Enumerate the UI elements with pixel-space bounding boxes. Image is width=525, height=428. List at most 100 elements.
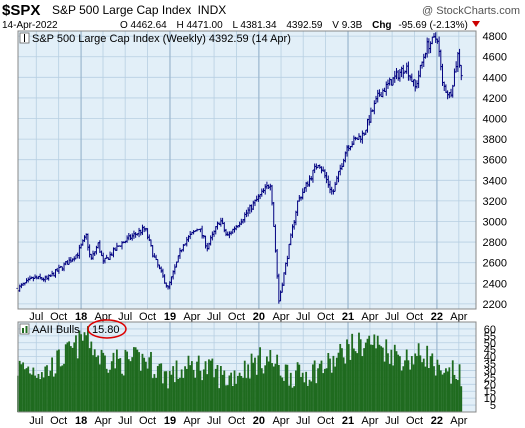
indicator-bar [342, 357, 345, 412]
price-x-tick-label: Oct [228, 311, 245, 323]
indicator-bar [76, 358, 79, 412]
price-y-tick-label: 2600 [483, 258, 507, 270]
indicator-bar [288, 385, 290, 412]
indicator-bar [151, 378, 154, 412]
indicator-bar [308, 379, 311, 412]
indicator-bar [172, 366, 175, 412]
price-x-tick-label: 21 [342, 311, 354, 323]
price-y-tick-label: 2400 [483, 278, 507, 290]
indicator-bar [153, 374, 156, 412]
indicator-bar [387, 353, 389, 412]
indicator-bar [451, 360, 454, 412]
indicator-bar [426, 345, 429, 412]
price-y-tick-label: 4200 [483, 93, 507, 105]
indicator-bar [88, 348, 91, 412]
indicator-bar [289, 372, 292, 412]
indicator-bar [158, 363, 161, 412]
indicator-bar [167, 388, 169, 412]
indicator-bar [184, 366, 186, 412]
indicator-bar [235, 383, 238, 412]
indicator-bar [49, 370, 52, 412]
indicator-bar [271, 363, 273, 412]
indicator-bar [59, 366, 62, 412]
price-x-axis: Jul Oct 18 Apr Jul Oct 19 Apr Jul Oct 20 Apr Jul Oct 2… [29, 311, 467, 323]
price-y-tick-label: 3200 [483, 196, 507, 208]
indicator-bar [30, 374, 33, 412]
indicator-bar [52, 376, 55, 412]
price-y-tick-label: 3800 [483, 134, 507, 146]
quote-volume: V 9.3B [332, 20, 362, 31]
indicator-bar [438, 364, 441, 412]
indicator-bar [216, 365, 219, 412]
indicator-bar [133, 347, 135, 412]
indicator-bar [110, 361, 113, 412]
indicator-y-tick-label: 50 [484, 338, 496, 350]
indicator-bar [366, 338, 369, 412]
indicator-bar [260, 368, 263, 412]
indicator-bar [301, 372, 304, 412]
indicator-bar [344, 363, 347, 412]
indicator-bar [196, 361, 198, 412]
indicator-bar [73, 342, 76, 412]
price-x-tick-label: Oct [317, 311, 334, 323]
indicator-bar [122, 375, 125, 412]
indicator-bar [150, 351, 152, 412]
quote-open: O 4462.64 [120, 20, 167, 31]
indicator-y-tick-label: 55 [484, 331, 496, 343]
indicator-bar [242, 377, 244, 412]
indicator-bar [162, 383, 164, 412]
indicator-bar [439, 370, 442, 412]
indicator-bar [185, 368, 188, 412]
indicator-bar [460, 386, 463, 412]
indicator-bar [114, 368, 117, 412]
indicator-bar [259, 347, 261, 412]
indicator-y-tick-label: 20 [484, 379, 496, 391]
indicator-bar [68, 341, 71, 412]
quote-high: H 4471.00 [177, 20, 224, 31]
indicator-bar [294, 370, 297, 412]
indicator-bar [405, 349, 408, 412]
price-y-tick-label: 4400 [483, 72, 507, 84]
indicator-bar [90, 341, 93, 412]
indicator-bar [409, 369, 412, 412]
indicator-bar [64, 344, 67, 412]
indicator-bar [349, 359, 352, 412]
indicator-bar [305, 371, 308, 412]
indicator-y-tick-label: 30 [484, 365, 496, 377]
indicator-bar [175, 360, 178, 412]
indicator-bar [269, 350, 272, 412]
indicator-bar [20, 364, 23, 412]
indicator-bar [329, 358, 331, 412]
indicator-bar [190, 361, 193, 412]
indicator-bar [332, 355, 335, 412]
indicator-bar [180, 369, 183, 412]
indicator-bar [146, 368, 149, 412]
indicator-bar [272, 366, 275, 412]
indicator-bar [266, 356, 268, 412]
price-x-tick-label: 22 [431, 311, 443, 323]
indicator-bar [390, 349, 393, 412]
indicator-bar [104, 355, 106, 412]
indicator-bar [208, 359, 210, 412]
indicator-bar [274, 363, 277, 412]
indicator-bar [209, 360, 212, 412]
indicator-bar [201, 380, 204, 412]
price-x-tick-label: Apr [272, 311, 289, 323]
indicator-bar [385, 339, 388, 412]
indicator-bar [267, 361, 270, 412]
indicator-bar [211, 358, 214, 412]
indicator-bar [250, 353, 253, 412]
indicator-bar [139, 370, 142, 412]
indicator-bar [393, 344, 396, 412]
indicator-bar [296, 362, 299, 412]
indicator-bar [226, 385, 229, 412]
indicator-x-tick-label: 20 [253, 415, 265, 427]
indicator-y-tick-label: 60 [484, 324, 496, 336]
indicator-bar [44, 366, 47, 412]
indicator-bar [156, 366, 159, 412]
indicator-bar [310, 381, 313, 412]
indicator-bar [223, 370, 226, 412]
indicator-bar [56, 350, 59, 412]
price-panel [18, 31, 476, 309]
indicator-bar [414, 353, 417, 412]
